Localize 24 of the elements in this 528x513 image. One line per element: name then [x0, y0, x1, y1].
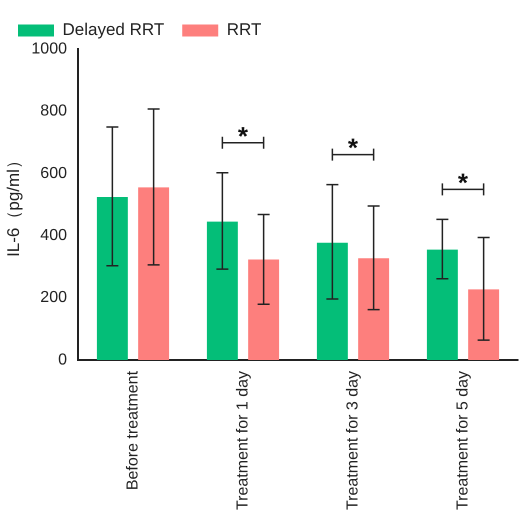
bar — [248, 260, 280, 360]
x-tick-label: Treatment for 5 day — [454, 370, 472, 510]
bar — [206, 222, 238, 360]
x-tick-label: Treatment for 1 day — [234, 370, 252, 510]
y-axis-title: IL-6（pg/ml） — [4, 152, 23, 257]
bar — [358, 258, 390, 360]
annotation: * — [348, 132, 359, 163]
bar — [468, 289, 500, 360]
y-tick-label: 600 — [40, 164, 68, 182]
annotation: * — [238, 120, 249, 151]
bar — [138, 187, 170, 360]
y-tick-label: 0 — [58, 351, 68, 368]
bar — [426, 250, 458, 360]
bar — [316, 242, 348, 360]
x-tick-label: Before treatment — [124, 370, 142, 490]
y-tick-label: 1000 — [31, 40, 68, 58]
x-tick-label: Treatment for 3 day — [344, 370, 362, 510]
y-tick-label: 800 — [40, 102, 68, 120]
legend-label: Delayed RRT — [62, 20, 164, 40]
annotation: * — [458, 167, 469, 198]
legend-label: RRT — [226, 20, 262, 40]
bar — [96, 197, 128, 360]
y-tick-label: 400 — [40, 226, 68, 244]
y-tick-label: 200 — [40, 289, 68, 306]
